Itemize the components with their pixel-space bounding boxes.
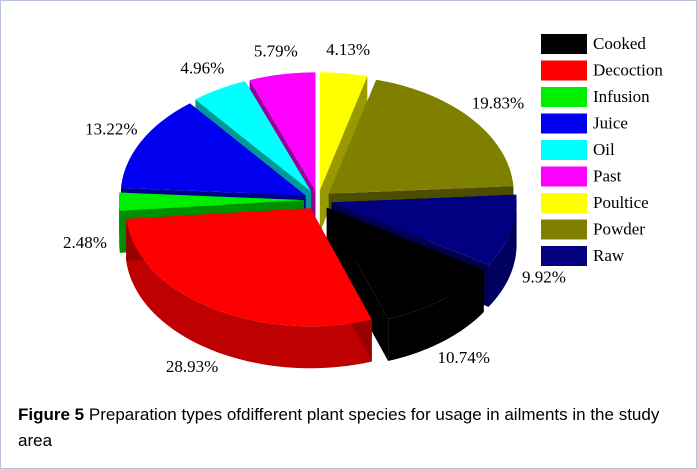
legend-swatch bbox=[541, 246, 587, 266]
legend-label: Powder bbox=[593, 219, 645, 238]
value-label: 10.74% bbox=[437, 348, 489, 367]
slice bbox=[119, 192, 305, 211]
legend-swatch bbox=[541, 113, 587, 134]
slice-side bbox=[488, 202, 517, 307]
legend-swatch bbox=[541, 219, 587, 240]
slice bbox=[331, 194, 517, 265]
caption-text: Preparation types ofdifferent plant spec… bbox=[18, 405, 660, 450]
slice-side bbox=[126, 218, 372, 369]
legend-label: Past bbox=[593, 166, 622, 185]
slice bbox=[328, 79, 514, 194]
value-label: 4.13% bbox=[326, 40, 370, 59]
value-label: 5.79% bbox=[254, 41, 298, 60]
caption: Figure 5 Preparation types ofdifferent p… bbox=[18, 402, 678, 454]
legend-label: Cooked bbox=[593, 34, 646, 53]
legend-swatch bbox=[541, 60, 587, 81]
value-label: 9.92% bbox=[522, 267, 566, 286]
value-label: 19.83% bbox=[472, 94, 524, 113]
legend-label: Decoction bbox=[593, 60, 663, 79]
legend-label: Poultice bbox=[593, 193, 649, 212]
legend-label: Raw bbox=[593, 246, 625, 265]
legend-swatch bbox=[541, 87, 587, 107]
slice bbox=[326, 207, 484, 319]
legend-swatch bbox=[541, 140, 587, 160]
legend-label: Juice bbox=[593, 113, 628, 132]
slice bbox=[249, 72, 316, 191]
slice-side bbox=[326, 207, 389, 361]
legend-swatch bbox=[541, 193, 587, 213]
value-label: 4.96% bbox=[180, 59, 224, 78]
slice bbox=[120, 103, 306, 196]
slice bbox=[319, 72, 368, 191]
caption-label: Figure 5 bbox=[18, 405, 85, 424]
legend-label: Oil bbox=[593, 140, 615, 159]
legend-swatch bbox=[541, 166, 587, 187]
legend-swatch bbox=[541, 34, 587, 54]
legend-label: Infusion bbox=[593, 87, 650, 106]
slice bbox=[126, 208, 372, 327]
value-label: 13.22% bbox=[85, 120, 137, 139]
slice bbox=[195, 81, 312, 192]
value-label: 28.93% bbox=[166, 357, 218, 376]
value-label: 2.48% bbox=[63, 233, 107, 252]
